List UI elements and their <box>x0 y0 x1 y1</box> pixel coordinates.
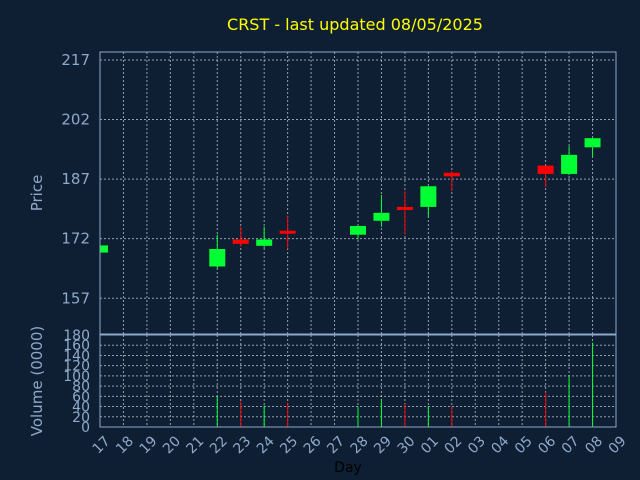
x-tick-label: 28 <box>348 433 372 457</box>
x-tick-label: 29 <box>371 433 395 457</box>
volume-tick-label: 100 <box>63 369 90 385</box>
x-tick-label: 18 <box>113 433 137 457</box>
x-ticks: 17 18 19 20 21 22 23 24 25 26 27 28 29 30 01 02 03 04 05 06… <box>90 433 630 457</box>
volume-panel-frame <box>99 334 617 428</box>
x-tick-label: 22 <box>207 433 231 457</box>
candle-body <box>256 239 273 246</box>
price-tick-label: 217 <box>61 51 90 69</box>
x-tick-label: 30 <box>395 433 419 457</box>
volume-tick-label: 120 <box>63 359 90 375</box>
candle-body <box>100 245 108 253</box>
price-tick-label: 187 <box>61 170 90 188</box>
candle-body <box>279 230 296 234</box>
x-tick-label: 23 <box>230 433 254 457</box>
price-axis-label: Price <box>28 175 46 212</box>
x-tick-label: 20 <box>160 433 184 457</box>
volume-bars <box>216 342 594 427</box>
x-tick-label: 21 <box>184 433 208 457</box>
x-tick-label: 02 <box>442 433 466 457</box>
x-tick-label: 24 <box>254 433 278 457</box>
x-tick-label: 01 <box>418 433 442 457</box>
price-tick-label: 172 <box>61 230 90 248</box>
x-tick-label: 17 <box>90 433 114 457</box>
price-panel-frame <box>99 51 617 335</box>
x-tick-label: 04 <box>488 433 512 457</box>
candle-body <box>443 172 460 177</box>
price-candles <box>99 138 601 269</box>
volume-tick-label: 160 <box>63 338 90 354</box>
candle-body <box>373 212 390 221</box>
x-tick-label: 19 <box>137 433 161 457</box>
x-tick-label: 25 <box>277 433 301 457</box>
volume-tick-label: 80 <box>72 379 90 395</box>
price-tick-label: 157 <box>61 289 90 307</box>
candle-body <box>537 165 554 174</box>
volume-axis-label: Volume (0000) <box>28 326 46 436</box>
volume-tick-label: 0 <box>81 420 90 436</box>
price-y-ticks: 157 172 187 202 217 <box>61 51 90 307</box>
candle-body <box>396 206 413 210</box>
x-tick-label: 03 <box>465 433 489 457</box>
x-tick-label: 08 <box>582 433 606 457</box>
candle-body <box>584 138 601 148</box>
x-tick-label: 09 <box>606 433 630 457</box>
volume-tick-label: 40 <box>72 400 90 416</box>
candle-body <box>561 154 578 174</box>
candle-body <box>232 239 249 244</box>
price-grid <box>100 52 616 334</box>
x-tick-label: 27 <box>324 433 348 457</box>
volume-tick-label: 20 <box>72 410 90 426</box>
candle-body <box>350 225 366 235</box>
x-axis-label: Day <box>334 460 362 476</box>
x-tick-label: 05 <box>512 433 536 457</box>
candle-body <box>420 186 437 207</box>
x-tick-label: 26 <box>301 433 325 457</box>
volume-tick-label: 60 <box>72 389 90 405</box>
volume-tick-label: 180 <box>63 328 90 344</box>
x-tick-label: 07 <box>559 433 583 457</box>
price-tick-label: 202 <box>61 111 90 129</box>
x-tick-label: 06 <box>535 433 559 457</box>
volume-tick-label: 140 <box>63 348 90 364</box>
chart-title: CRST - last updated 08/05/2025 <box>227 15 483 34</box>
candle-body <box>209 249 226 267</box>
